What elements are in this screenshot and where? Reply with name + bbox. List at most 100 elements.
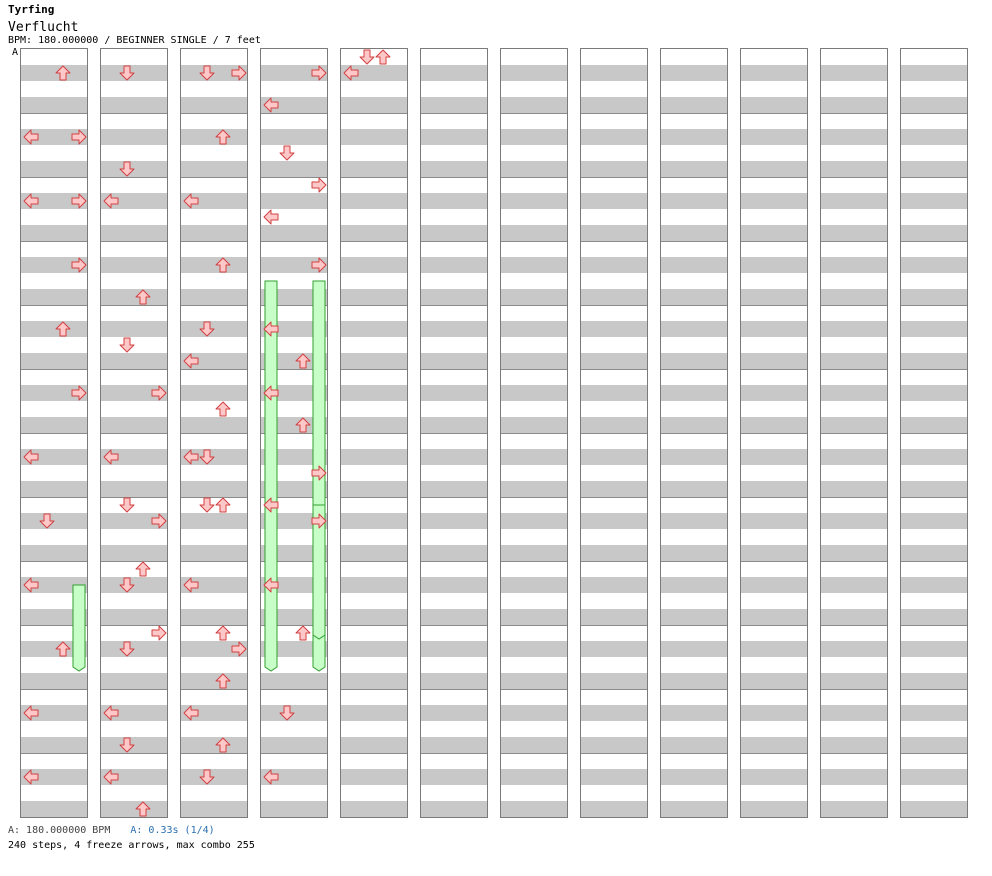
arrow-up-icon: [295, 625, 311, 641]
beat-band: [501, 545, 567, 561]
beat-band: [101, 513, 167, 529]
arrow-up-icon: [55, 321, 71, 337]
beat-band: [101, 545, 167, 561]
freeze-arrow: [264, 280, 278, 672]
measure-line: [101, 369, 167, 370]
chart-column: [660, 48, 728, 818]
beat-band: [501, 417, 567, 433]
measure-line: [741, 241, 807, 242]
chart-column: [820, 48, 888, 818]
beat-band: [741, 769, 807, 785]
beat-band: [21, 737, 87, 753]
beat-band: [821, 193, 887, 209]
beat-band: [501, 289, 567, 305]
measure-line: [661, 241, 727, 242]
beat-band: [741, 545, 807, 561]
measure-line: [421, 689, 487, 690]
beat-band: [501, 225, 567, 241]
beat-band: [741, 449, 807, 465]
beat-band: [21, 801, 87, 817]
arrow-left-icon: [23, 449, 39, 465]
arrow-down-icon: [119, 641, 135, 657]
arrow-left-icon: [183, 705, 199, 721]
beat-band: [581, 673, 647, 689]
beat-band: [581, 161, 647, 177]
beat-band: [501, 353, 567, 369]
beat-band: [341, 161, 407, 177]
beat-band: [21, 481, 87, 497]
measure-line: [901, 113, 967, 114]
beat-band: [821, 801, 887, 817]
measure-line: [581, 177, 647, 178]
measure-line: [501, 561, 567, 562]
measure-line: [821, 689, 887, 690]
arrow-left-icon: [183, 449, 199, 465]
beat-band: [581, 609, 647, 625]
measure-line: [581, 625, 647, 626]
measure-line: [581, 113, 647, 114]
beat-band: [901, 609, 967, 625]
measure-line: [661, 625, 727, 626]
beat-band: [21, 385, 87, 401]
beat-band: [661, 673, 727, 689]
beat-band: [741, 705, 807, 721]
beat-band: [741, 577, 807, 593]
arrow-left-icon: [263, 769, 279, 785]
beat-band: [21, 609, 87, 625]
beat-band: [901, 129, 967, 145]
measure-line: [901, 433, 967, 434]
measure-line: [501, 177, 567, 178]
beat-band: [661, 801, 727, 817]
beat-band: [581, 385, 647, 401]
beat-band: [21, 257, 87, 273]
measure-line: [741, 433, 807, 434]
measure-line: [821, 241, 887, 242]
beat-band: [101, 417, 167, 433]
beat-band: [821, 449, 887, 465]
measure-line: [101, 561, 167, 562]
measure-line: [421, 177, 487, 178]
measure-line: [101, 433, 167, 434]
beat-band: [341, 449, 407, 465]
arrow-right-icon: [71, 129, 87, 145]
measure-line: [741, 689, 807, 690]
beat-band: [901, 353, 967, 369]
arrow-down-icon: [279, 145, 295, 161]
measure-line: [821, 305, 887, 306]
beat-band: [581, 289, 647, 305]
measure-line: [901, 689, 967, 690]
arrow-right-icon: [311, 65, 327, 81]
beat-band: [101, 705, 167, 721]
chart-column: [740, 48, 808, 818]
beat-band: [581, 769, 647, 785]
beat-band: [741, 257, 807, 273]
arrow-right-icon: [311, 465, 327, 481]
arrow-right-icon: [311, 257, 327, 273]
beat-band: [661, 513, 727, 529]
beat-band: [821, 705, 887, 721]
beat-band: [821, 417, 887, 433]
measure-line: [261, 305, 327, 306]
beat-band: [341, 193, 407, 209]
measure-line: [181, 561, 247, 562]
arrow-up-icon: [135, 289, 151, 305]
measure-line: [101, 305, 167, 306]
beat-band: [341, 513, 407, 529]
beat-band: [421, 801, 487, 817]
beat-band: [821, 641, 887, 657]
freeze-arrow: [312, 504, 326, 640]
beat-band: [821, 161, 887, 177]
chart-column: [580, 48, 648, 818]
beat-band: [661, 577, 727, 593]
arrow-left-icon: [23, 705, 39, 721]
beat-band: [181, 417, 247, 433]
arrow-right-icon: [231, 65, 247, 81]
beat-band: [181, 609, 247, 625]
beat-band: [421, 257, 487, 273]
arrow-down-icon: [119, 65, 135, 81]
beat-band: [581, 481, 647, 497]
measure-line: [421, 305, 487, 306]
measure-line: [341, 177, 407, 178]
measure-line: [261, 689, 327, 690]
measure-line: [661, 561, 727, 562]
